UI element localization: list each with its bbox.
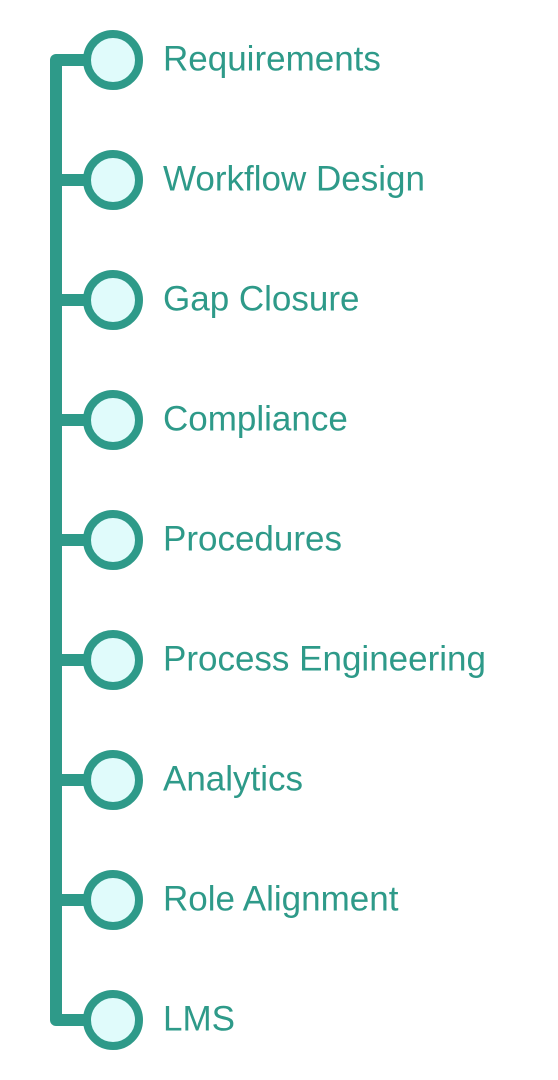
item-node-circle	[83, 270, 143, 330]
item-node-circle	[83, 150, 143, 210]
item-node-circle	[83, 870, 143, 930]
list-item: LMS	[56, 990, 235, 1050]
list-item: Process Engineering	[56, 630, 486, 690]
item-label: Analytics	[163, 759, 303, 798]
item-label: Role Alignment	[163, 879, 399, 918]
item-label: Process Engineering	[163, 639, 486, 678]
item-label: Compliance	[163, 399, 348, 438]
list-item: Procedures	[56, 510, 342, 570]
list-item: Compliance	[56, 390, 348, 450]
list-item: Requirements	[56, 30, 381, 90]
items-group: Requirements Workflow Design Gap Closure Co…	[56, 30, 486, 1050]
list-item: Role Alignment	[56, 870, 399, 930]
list-item: Workflow Design	[56, 150, 425, 210]
item-label: Workflow Design	[163, 159, 425, 198]
list-item: Analytics	[56, 750, 303, 810]
item-label: Requirements	[163, 39, 381, 78]
item-node-circle	[83, 510, 143, 570]
item-node-circle	[83, 390, 143, 450]
item-node-circle	[83, 630, 143, 690]
item-label: Procedures	[163, 519, 342, 558]
item-label: LMS	[163, 999, 235, 1038]
list-item: Gap Closure	[56, 270, 359, 330]
item-node-circle	[83, 990, 143, 1050]
item-label: Gap Closure	[163, 279, 359, 318]
item-node-circle	[83, 750, 143, 810]
item-node-circle	[83, 30, 143, 90]
